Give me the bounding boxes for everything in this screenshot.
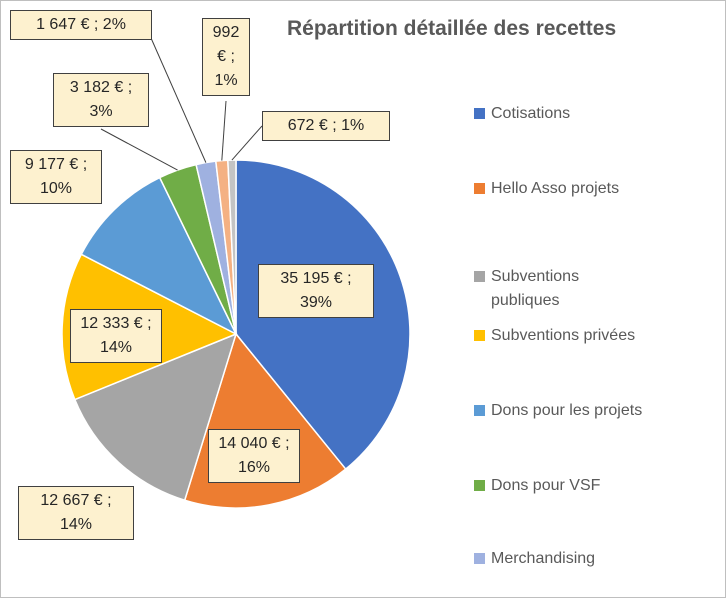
data-label: 9 177 € ; 10% — [10, 150, 102, 204]
legend-swatch — [474, 183, 485, 194]
pie-slice — [227, 159, 237, 335]
legend-swatch — [474, 553, 485, 564]
leader-line — [100, 128, 178, 171]
pie-slice — [73, 332, 238, 502]
legend-entry: Dons pour VSF — [474, 474, 711, 498]
data-label: 672 € ; 1% — [262, 111, 390, 141]
legend-entry: Merchandising — [474, 547, 711, 571]
leader-line — [150, 37, 207, 163]
legend-entry: Subventions publiques — [474, 265, 641, 313]
data-label: 3 182 € ; 3% — [53, 73, 149, 127]
chart-title: Répartition détaillée des recettes — [287, 17, 617, 40]
legend-entry: Dons pour les projets — [474, 399, 721, 423]
pie-slice — [80, 176, 238, 336]
legend-entry: Hello Asso projets — [474, 177, 711, 201]
legend-swatch — [474, 271, 485, 282]
data-label: 14 040 € ; 16% — [208, 429, 300, 483]
data-label: 992 € ; 1% — [202, 18, 250, 96]
legend-entry: Subventions privées — [474, 324, 711, 348]
leader-line — [221, 100, 227, 161]
legend-swatch — [474, 405, 485, 416]
leader-line — [231, 125, 263, 161]
legend-swatch — [474, 480, 485, 491]
data-label: 12 333 € ; 14% — [70, 309, 162, 363]
data-label: 35 195 € ; 39% — [258, 264, 374, 318]
data-label: 12 667 € ; 14% — [18, 486, 134, 540]
data-label: 1 647 € ; 2% — [10, 10, 152, 40]
legend-entry: Cotisations — [474, 102, 691, 126]
legend-swatch — [474, 108, 485, 119]
legend-swatch — [474, 330, 485, 341]
